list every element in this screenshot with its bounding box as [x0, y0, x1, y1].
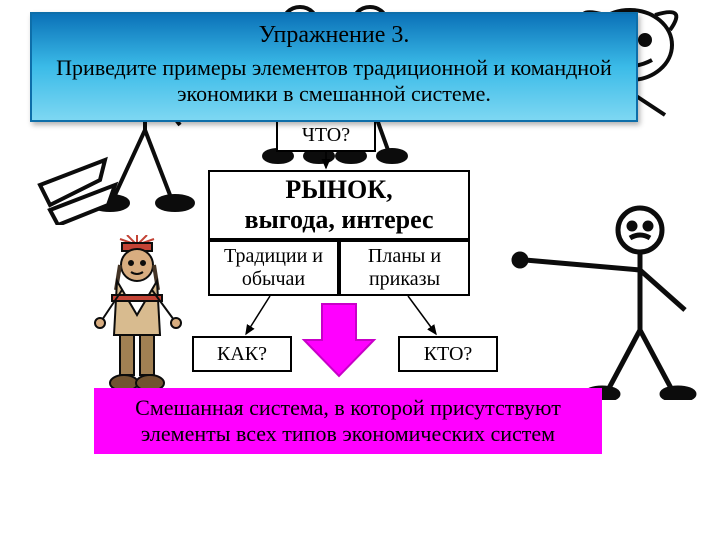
question-what-box: ЧТО?: [276, 118, 376, 152]
market-box: РЫНОК, выгода, интерес: [208, 170, 470, 240]
exercise-subtitle: Приведите примеры элементов традиционной…: [46, 55, 622, 108]
traditions-box: Традиции и обычаи: [208, 240, 339, 296]
plans-line1: Планы и: [368, 245, 441, 268]
cartoon-native: [82, 235, 192, 405]
plans-box: Планы и приказы: [339, 240, 470, 296]
conclusion-text: Смешанная система, в которой присутствую…: [104, 395, 592, 447]
plans-line2: приказы: [369, 268, 440, 291]
question-what-label: ЧТО?: [302, 124, 350, 147]
question-who-label: КТО?: [424, 343, 473, 366]
question-how-box: КАК?: [192, 336, 292, 372]
exercise-title: Упражнение 3.: [46, 22, 622, 49]
cartoon-right-point: [490, 190, 700, 400]
market-line1: РЫНОК,: [285, 175, 392, 205]
slide-canvas: ЧТО? РЫНОК, выгода, интерес Традиции и о…: [0, 0, 720, 540]
question-how-label: КАК?: [217, 343, 267, 366]
conclusion-box: Смешанная система, в которой присутствую…: [94, 388, 602, 454]
traditions-line2: обычаи: [242, 268, 305, 291]
market-line2: выгода, интерес: [244, 205, 433, 235]
exercise-banner: Упражнение 3. Приведите примеры элементо…: [30, 12, 638, 122]
pink-down-arrow-icon: [300, 300, 378, 378]
question-who-box: КТО?: [398, 336, 498, 372]
traditions-line1: Традиции и: [224, 245, 323, 268]
